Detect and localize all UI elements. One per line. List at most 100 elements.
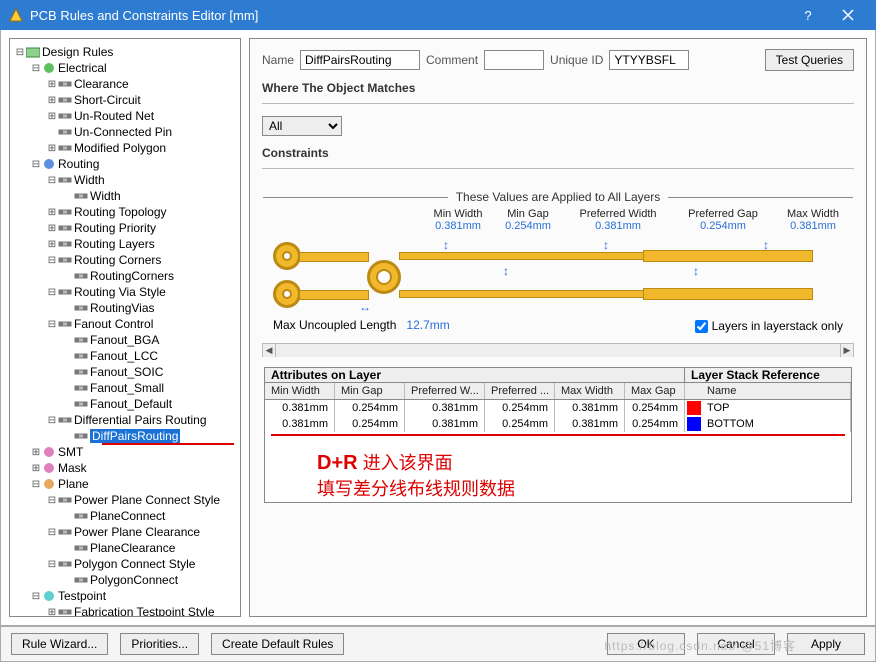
tree-item-electrical[interactable]: ⊟ Electrical <box>12 59 238 75</box>
priorities-button[interactable]: Priorities... <box>120 633 199 655</box>
tree-item-un-routed-net[interactable]: ⊞Un-Routed Net <box>12 107 238 123</box>
tree-twisty-icon[interactable]: ⊟ <box>30 589 42 605</box>
tree-item-mask[interactable]: ⊞Mask <box>12 459 238 475</box>
tree-item-routingvias[interactable]: RoutingVias <box>12 299 238 315</box>
tree-item-fabrication-testpoint-style[interactable]: ⊞Fabrication Testpoint Style <box>12 603 238 617</box>
tree-item-power-plane-clearance[interactable]: ⊟Power Plane Clearance <box>12 523 238 539</box>
comment-input[interactable] <box>484 50 544 70</box>
tree-item-power-plane-connect-style[interactable]: ⊟ Power Plane Connect Style <box>12 491 238 507</box>
help-button[interactable]: ? <box>788 0 828 30</box>
tree-item-polygonconnect[interactable]: PolygonConnect <box>12 571 238 587</box>
tree-twisty-icon[interactable]: ⊟ <box>14 45 26 61</box>
tree-item-smt[interactable]: ⊞SMT <box>12 443 238 459</box>
tree-item-routing-topology[interactable]: ⊞Routing Topology <box>12 203 238 219</box>
tree-item-planeclearance[interactable]: PlaneClearance <box>12 539 238 555</box>
tree-twisty-icon[interactable]: ⊟ <box>46 285 58 301</box>
table-header[interactable]: Min Gap <box>335 383 405 399</box>
tree-item-width[interactable]: ⊟Width <box>12 171 238 187</box>
uniqueid-input[interactable] <box>609 50 689 70</box>
table-row[interactable]: 0.381mm0.254mm0.381mm0.254mm0.381mm0.254… <box>265 416 851 432</box>
max-uncoupled-label: Max Uncoupled Length <box>273 318 396 332</box>
constraint-value[interactable]: 0.381mm <box>790 220 836 232</box>
table-header[interactable]: Preferred ... <box>485 383 555 399</box>
constraint-label: Min Gap <box>507 208 549 220</box>
apply-button[interactable]: Apply <box>787 633 865 655</box>
table-header[interactable]: Preferred W... <box>405 383 485 399</box>
ok-button[interactable]: OK <box>607 633 685 655</box>
close-button[interactable] <box>828 0 868 30</box>
tree-twisty-icon[interactable]: ⊟ <box>46 253 58 269</box>
table-header[interactable]: Name <box>701 383 851 399</box>
tree-item-routing-corners[interactable]: ⊟Routing Corners <box>12 251 238 267</box>
tree-item-differential-pairs-routing[interactable]: ⊟Differential Pairs Routing <box>12 411 238 427</box>
tree-twisty-icon[interactable]: ⊟ <box>30 61 42 77</box>
tree-item-planeconnect[interactable]: PlaneConnect <box>12 507 238 523</box>
tree-item-width[interactable]: Width <box>12 187 238 203</box>
test-queries-button[interactable]: Test Queries <box>765 49 854 71</box>
tree-node-icon <box>58 286 72 298</box>
tree-item-fanout-soic[interactable]: Fanout_SOIC <box>12 363 238 379</box>
tree-node-icon <box>58 94 72 106</box>
table-header[interactable]: Max Width <box>555 383 625 399</box>
horizontal-scrollbar[interactable]: ◀▶ <box>262 343 854 357</box>
constraint-value[interactable]: 0.254mm <box>700 220 746 232</box>
tree-item-fanout-lcc[interactable]: Fanout_LCC <box>12 347 238 363</box>
tree-node-icon <box>74 510 88 522</box>
dialog-footer: Rule Wizard... Priorities... Create Defa… <box>0 626 876 662</box>
tree-item-fanout-default[interactable]: Fanout_Default <box>12 395 238 411</box>
tree-node-label: Testpoint <box>58 589 106 603</box>
tree-node-icon <box>58 78 72 90</box>
max-uncoupled-value[interactable]: 12.7mm <box>406 318 449 332</box>
tree-item-routing[interactable]: ⊟Routing <box>12 155 238 171</box>
constraints-section-title: Constraints <box>262 146 854 160</box>
constraint-value[interactable]: 0.381mm <box>595 220 641 232</box>
constraint-value[interactable]: 0.381mm <box>435 220 481 232</box>
tree-twisty-icon[interactable]: ⊟ <box>46 525 58 541</box>
tree-twisty-icon[interactable]: ⊟ <box>30 477 42 493</box>
tree-item-plane[interactable]: ⊟Plane <box>12 475 238 491</box>
table-header[interactable]: Min Width <box>265 383 335 399</box>
annotation-text: D+R 进入该界面 填写差分线布线规则数据 <box>317 450 851 502</box>
layers-only-checkbox[interactable]: Layers in layerstack only <box>695 319 843 333</box>
tree-item-polygon-connect-style[interactable]: ⊟Polygon Connect Style <box>12 555 238 571</box>
tree-item-routing-priority[interactable]: ⊞Routing Priority <box>12 219 238 235</box>
tree-item-routingcorners[interactable]: RoutingCorners <box>12 267 238 283</box>
where-scope-select[interactable]: All <box>262 116 342 136</box>
tree-twisty-icon[interactable]: ⊟ <box>46 557 58 573</box>
tree-item-testpoint[interactable]: ⊟ Testpoint <box>12 587 238 603</box>
cancel-button[interactable]: Cancel <box>697 633 775 655</box>
tree-item-diffpairsrouting[interactable]: DiffPairsRouting <box>12 427 238 443</box>
tree-node-label: Power Plane Connect Style <box>74 493 220 507</box>
tree-node-label: RoutingCorners <box>90 269 174 283</box>
tree-node-label: Width <box>90 189 121 203</box>
tree-item-short-circuit[interactable]: ⊞Short-Circuit <box>12 91 238 107</box>
create-default-rules-button[interactable]: Create Default Rules <box>211 633 344 655</box>
tree-twisty-icon[interactable]: ⊟ <box>46 173 58 189</box>
rule-wizard-button[interactable]: Rule Wizard... <box>11 633 108 655</box>
tree-node-icon <box>58 110 72 122</box>
name-input[interactable] <box>300 50 420 70</box>
tree-item-un-connected-pin[interactable]: Un-Connected Pin <box>12 123 238 139</box>
tree-twisty-icon[interactable]: ⊟ <box>46 317 58 333</box>
tree-node-label: Routing Topology <box>74 205 167 219</box>
tree-twisty-icon[interactable]: ⊞ <box>46 605 58 617</box>
tree-item-fanout-bga[interactable]: Fanout_BGA <box>12 331 238 347</box>
table-group-layerstack: Layer Stack Reference <box>685 368 851 382</box>
table-row[interactable]: 0.381mm0.254mm0.381mm0.254mm0.381mm0.254… <box>265 400 851 416</box>
tree-item-fanout-small[interactable]: Fanout_Small <box>12 379 238 395</box>
tree-twisty-icon[interactable]: ⊟ <box>46 493 58 509</box>
tree-twisty-icon[interactable]: ⊟ <box>30 157 42 173</box>
table-header[interactable]: Max Gap <box>625 383 685 399</box>
tree-node-label: Electrical <box>58 61 107 75</box>
rules-tree[interactable]: ⊟Design Rules⊟Electrical⊞Clearance⊞Short… <box>9 38 241 617</box>
tree-item-modified-polygon[interactable]: ⊞Modified Polygon <box>12 139 238 155</box>
tree-item-clearance[interactable]: ⊞Clearance <box>12 75 238 91</box>
tree-item-routing-layers[interactable]: ⊞Routing Layers <box>12 235 238 251</box>
tree-item-design-rules[interactable]: ⊟Design Rules <box>12 43 238 59</box>
tree-node-icon <box>74 398 88 410</box>
layer-attributes-table: Attributes on Layer Layer Stack Referenc… <box>264 367 852 503</box>
table-header[interactable] <box>685 383 701 399</box>
tree-item-fanout-control[interactable]: ⊟Fanout Control <box>12 315 238 331</box>
constraint-value[interactable]: 0.254mm <box>505 220 551 232</box>
tree-item-routing-via-style[interactable]: ⊟Routing Via Style <box>12 283 238 299</box>
